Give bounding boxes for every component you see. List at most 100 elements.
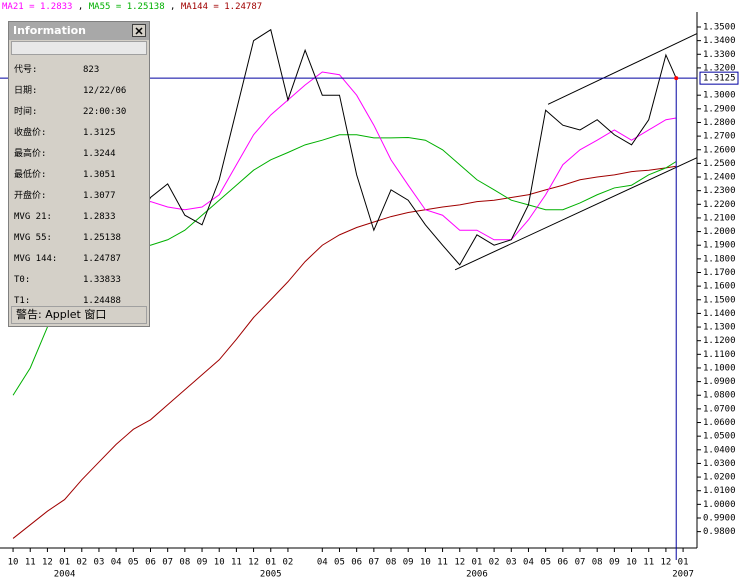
- y-tick-label: 1.0000: [703, 500, 736, 510]
- x-tick-label: 04: [317, 558, 328, 568]
- y-tick-label: 1.2700: [703, 132, 736, 142]
- x-tick-label: 12: [454, 558, 465, 568]
- info-value: 22:00:30: [83, 107, 127, 117]
- legend-name: MA55: [89, 2, 111, 12]
- y-tick-label: 1.2600: [703, 145, 736, 155]
- info-value: 1.3077: [83, 191, 116, 201]
- y-tick-label: 1.2900: [703, 104, 736, 114]
- y-tick-label: 1.0900: [703, 377, 736, 387]
- info-value: 1.3051: [83, 170, 116, 180]
- price-dot: [674, 76, 679, 81]
- close-icon: [135, 27, 143, 35]
- info-label: 最高价:: [14, 149, 47, 159]
- info-value: 1.3244: [83, 149, 116, 159]
- y-tick-label: 1.1100: [703, 350, 736, 360]
- y-tick-label: 1.1300: [703, 323, 736, 333]
- scrollbar[interactable]: [11, 41, 147, 55]
- x-tick-label: 08: [179, 558, 190, 568]
- info-row: 代号: 823: [9, 60, 149, 81]
- info-label: 代号:: [14, 65, 38, 75]
- legend-separator: =: [208, 2, 224, 12]
- x-tick-label: 11: [231, 558, 242, 568]
- y-tick-label: 1.2500: [703, 159, 736, 169]
- series-line: [12, 165, 677, 539]
- x-tick-label: 08: [386, 558, 397, 568]
- close-button[interactable]: [132, 24, 146, 37]
- info-value: 1.25138: [83, 233, 121, 243]
- y-tick-label: 1.3300: [703, 50, 736, 60]
- y-tick-label: 1.3400: [703, 36, 736, 46]
- info-label: 日期:: [14, 86, 38, 96]
- trendline: [454, 157, 698, 271]
- info-label: T1:: [14, 296, 31, 306]
- y-tick-label: 1.0700: [703, 404, 736, 414]
- y-tick-label: 1.1700: [703, 268, 736, 278]
- x-tick-label: 06: [145, 558, 156, 568]
- x-tick-label: 07: [575, 558, 586, 568]
- y-tick-label: 1.2300: [703, 186, 736, 196]
- y-tick-label: 0.9800: [703, 527, 736, 537]
- legend-name: MA144: [181, 2, 208, 12]
- y-tick-label: 1.2800: [703, 118, 736, 128]
- year-label: 2006: [466, 570, 488, 580]
- year-label: 2005: [260, 570, 282, 580]
- x-tick-label: 07: [162, 558, 173, 568]
- legend-value: 1.25138: [127, 2, 165, 12]
- info-value: 1.24787: [83, 254, 121, 264]
- y-tick-label: 1.2400: [703, 173, 736, 183]
- y-tick-label: 1.1200: [703, 336, 736, 346]
- price-label-bg: [699, 71, 739, 85]
- info-label: 时间:: [14, 107, 38, 117]
- info-row: 最高价: 1.3244: [9, 144, 149, 165]
- panel-title-bar[interactable]: Information: [9, 22, 149, 40]
- year-label: 2007: [672, 570, 694, 580]
- x-tick-label: 10: [420, 558, 431, 568]
- info-row: MVG 55: 1.25138: [9, 228, 149, 249]
- y-tick-label: 1.0100: [703, 486, 736, 496]
- x-tick-label: 12: [42, 558, 53, 568]
- y-tick-label: 1.1500: [703, 295, 736, 305]
- info-value: 1.3125: [83, 128, 116, 138]
- x-tick-label: 01: [59, 558, 70, 568]
- info-row: 收盘价: 1.3125: [9, 123, 149, 144]
- x-tick-label: 06: [557, 558, 568, 568]
- info-row: 开盘价: 1.3077: [9, 186, 149, 207]
- x-tick-label: 10: [8, 558, 19, 568]
- x-tick-label: 03: [506, 558, 517, 568]
- legend-value: 1.2833: [40, 2, 73, 12]
- y-tick-label: 1.3500: [703, 23, 736, 33]
- x-tick-label: 12: [660, 558, 671, 568]
- y-tick-label: 1.0500: [703, 432, 736, 442]
- y-tick-label: 1.1400: [703, 309, 736, 319]
- x-tick-label: 11: [25, 558, 36, 568]
- info-label: 最低价:: [14, 170, 47, 180]
- info-row: T0: 1.33833: [9, 270, 149, 291]
- legend-separator: =: [110, 2, 126, 12]
- y-tick-label: 1.1900: [703, 241, 736, 251]
- y-tick-label: 1.3200: [703, 63, 736, 73]
- info-panel[interactable]: Information 代号: 823 日期: 12/22/06 时间: 22:00:30…: [8, 21, 150, 327]
- x-tick-label: 10: [626, 558, 637, 568]
- y-tick-label: 1.0600: [703, 418, 736, 428]
- info-label: 开盘价:: [14, 191, 47, 201]
- y-tick-label: 1.0800: [703, 391, 736, 401]
- x-tick-label: 06: [351, 558, 362, 568]
- legend-joiner: ,: [72, 2, 88, 12]
- info-row: MVG 21: 1.2833: [9, 207, 149, 228]
- info-value: 1.33833: [83, 275, 121, 285]
- info-row: 时间: 22:00:30: [9, 102, 149, 123]
- x-tick-label: 01: [678, 558, 689, 568]
- trendline: [547, 33, 698, 105]
- y-tick-label: 1.0300: [703, 459, 736, 469]
- x-tick-label: 03: [94, 558, 105, 568]
- year-label: 2004: [54, 570, 76, 580]
- x-tick-label: 09: [197, 558, 208, 568]
- info-rows: 代号: 823 日期: 12/22/06 时间: 22:00:30 收盘价: 1.3125 最高…: [9, 56, 149, 312]
- x-tick-label: 07: [368, 558, 379, 568]
- x-tick-label: 11: [437, 558, 448, 568]
- x-tick-label: 04: [111, 558, 122, 568]
- info-value: 12/22/06: [83, 86, 127, 96]
- x-tick-label: 09: [403, 558, 414, 568]
- info-value: 1.2833: [83, 212, 116, 222]
